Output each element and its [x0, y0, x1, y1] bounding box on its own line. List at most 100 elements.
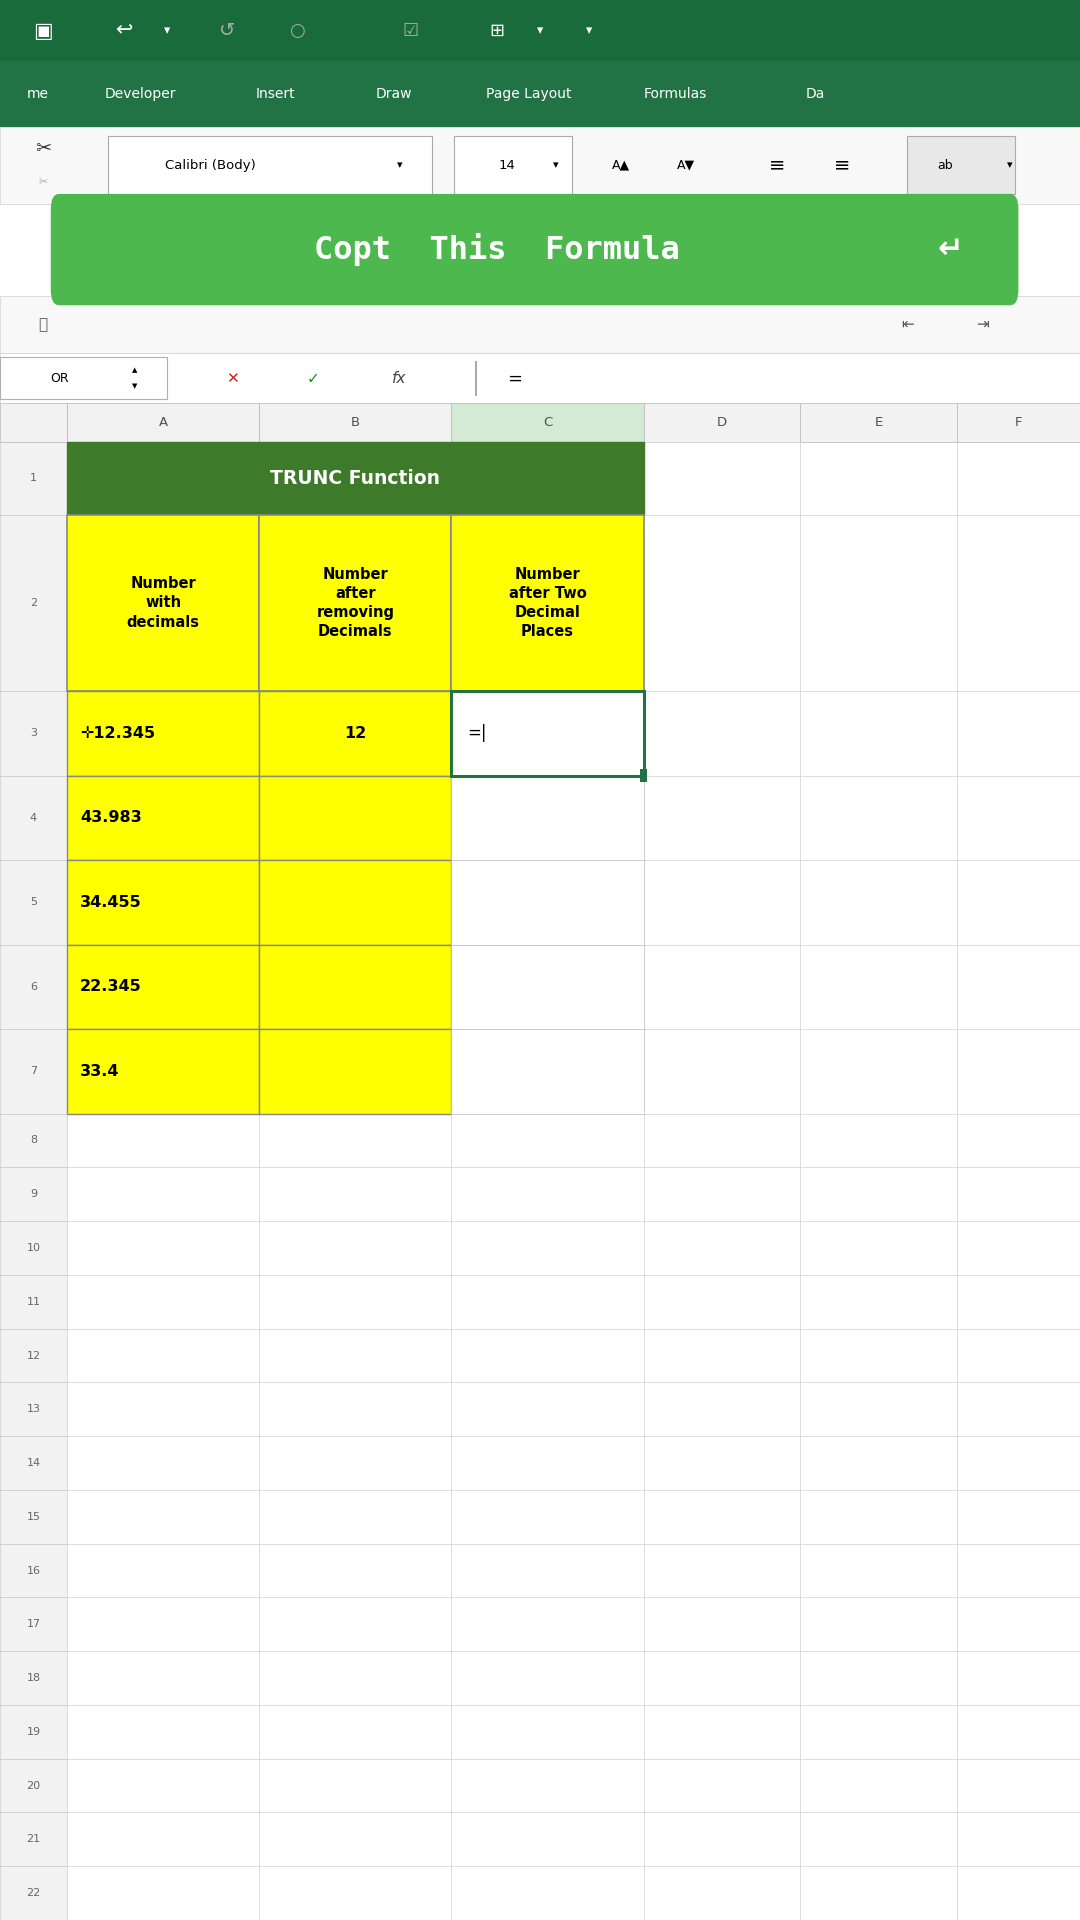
Bar [957, 860, 1080, 945]
Bar [0, 127, 1080, 204]
Text: ▾: ▾ [537, 25, 543, 36]
Bar [0, 296, 1080, 353]
Bar [644, 1275, 800, 1329]
Text: A▼: A▼ [677, 159, 694, 171]
Text: me: me [27, 86, 49, 102]
Bar [259, 1705, 451, 1759]
Bar [259, 1490, 451, 1544]
Bar [644, 776, 800, 860]
Bar [957, 945, 1080, 1029]
Text: 19: 19 [26, 1726, 41, 1738]
Bar [451, 1544, 644, 1597]
Bar [800, 1597, 957, 1651]
Bar [67, 403, 259, 442]
Bar [451, 1167, 644, 1221]
Bar [259, 860, 451, 945]
Bar [0, 1866, 67, 1920]
Bar [451, 1221, 644, 1275]
Bar [800, 1866, 957, 1920]
Bar [0, 945, 67, 1029]
Text: Formulas: Formulas [644, 86, 706, 102]
Bar [644, 1812, 800, 1866]
Bar [259, 1275, 451, 1329]
Bar [800, 1651, 957, 1705]
Text: 1: 1 [30, 472, 37, 484]
Text: Copt  This  Formula: Copt This Formula [314, 232, 679, 267]
Bar [0, 1114, 67, 1167]
Bar [957, 691, 1080, 776]
Bar [259, 1812, 451, 1866]
Bar [67, 691, 259, 776]
Bar [644, 442, 800, 515]
Bar [644, 1544, 800, 1597]
Bar [0, 1029, 67, 1114]
Text: 3: 3 [30, 728, 37, 739]
Bar [957, 515, 1080, 691]
Text: ab: ab [937, 159, 953, 171]
Bar [957, 1114, 1080, 1167]
Bar [67, 515, 259, 691]
Bar [957, 1759, 1080, 1812]
Bar [451, 1866, 644, 1920]
Bar [0, 1490, 67, 1544]
Bar [0, 691, 67, 776]
FancyBboxPatch shape [51, 194, 1018, 305]
Text: 15: 15 [27, 1511, 40, 1523]
Bar [644, 1167, 800, 1221]
Bar [0, 776, 67, 860]
Text: D: D [717, 417, 727, 428]
Text: 📋: 📋 [39, 317, 48, 332]
Bar [451, 1382, 644, 1436]
Bar [0, 1382, 67, 1436]
Bar [451, 945, 644, 1029]
Bar [800, 403, 957, 442]
Bar [451, 776, 644, 860]
Bar [67, 1759, 259, 1812]
Bar [800, 1029, 957, 1114]
Text: ▾: ▾ [553, 159, 559, 171]
Text: 18: 18 [26, 1672, 41, 1684]
Bar [451, 515, 644, 691]
Text: OR: OR [50, 372, 69, 384]
Bar [800, 1705, 957, 1759]
Bar [957, 1597, 1080, 1651]
Bar [800, 1382, 957, 1436]
Text: 13: 13 [27, 1404, 40, 1415]
Bar [957, 1329, 1080, 1382]
Bar [259, 515, 451, 691]
Bar [0, 1812, 67, 1866]
Bar [644, 1759, 800, 1812]
Bar [451, 1812, 644, 1866]
Bar [0, 1544, 67, 1597]
Bar [644, 1490, 800, 1544]
Bar [67, 776, 259, 860]
Bar [259, 1329, 451, 1382]
Text: 6: 6 [30, 981, 37, 993]
Text: ▣: ▣ [33, 21, 53, 40]
Text: 22: 22 [26, 1887, 41, 1899]
Bar [800, 1436, 957, 1490]
Bar [259, 1544, 451, 1597]
Bar [451, 442, 644, 515]
Bar [67, 860, 259, 945]
Bar [957, 1029, 1080, 1114]
Bar [800, 442, 957, 515]
Text: 20: 20 [26, 1780, 41, 1791]
Bar [475, 361, 477, 396]
Bar [451, 776, 644, 860]
Bar [644, 1436, 800, 1490]
Bar [259, 403, 451, 442]
Text: 33.4: 33.4 [80, 1064, 120, 1079]
Text: ✕: ✕ [226, 371, 239, 386]
Text: ✓: ✓ [307, 371, 320, 386]
Text: 12: 12 [26, 1350, 41, 1361]
Bar [800, 1490, 957, 1544]
Text: 7: 7 [30, 1066, 37, 1077]
Bar [451, 515, 644, 691]
Bar [644, 1114, 800, 1167]
Text: A▲: A▲ [612, 159, 630, 171]
Text: ▼: ▼ [133, 382, 137, 390]
Bar [644, 1705, 800, 1759]
Bar [644, 1382, 800, 1436]
Bar [259, 1029, 451, 1114]
